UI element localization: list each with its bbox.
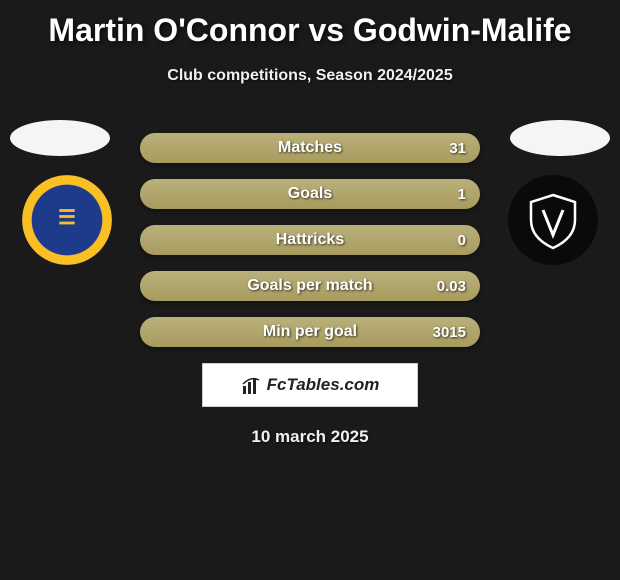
page-title: Martin O'Connor vs Godwin-Malife bbox=[0, 0, 620, 49]
stat-row-goals-per-match: Goals per match 0.03 bbox=[140, 271, 480, 301]
bar-chart-icon bbox=[241, 374, 263, 396]
shield-icon bbox=[523, 190, 583, 250]
stat-label: Matches bbox=[278, 139, 342, 157]
player-avatar-left bbox=[10, 120, 110, 156]
brand-box: FcTables.com bbox=[202, 363, 418, 407]
stat-value: 1 bbox=[458, 186, 466, 203]
crest-left-emblem: ☰ bbox=[37, 205, 97, 230]
club-crest-right bbox=[508, 175, 598, 265]
stat-label: Hattricks bbox=[276, 231, 344, 249]
stat-value: 31 bbox=[449, 140, 466, 157]
stat-label: Goals bbox=[288, 185, 332, 203]
stat-label: Min per goal bbox=[263, 323, 357, 341]
brand-text: FcTables.com bbox=[267, 375, 380, 395]
stat-row-matches: Matches 31 bbox=[140, 133, 480, 163]
stat-label: Goals per match bbox=[247, 277, 372, 295]
player-avatar-right bbox=[510, 120, 610, 156]
stat-value: 0 bbox=[458, 232, 466, 249]
stat-row-hattricks: Hattricks 0 bbox=[140, 225, 480, 255]
stat-value: 0.03 bbox=[437, 278, 466, 295]
stat-row-goals: Goals 1 bbox=[140, 179, 480, 209]
stat-row-min-per-goal: Min per goal 3015 bbox=[140, 317, 480, 347]
club-crest-left: ☰ bbox=[22, 175, 112, 265]
stat-value: 3015 bbox=[433, 324, 466, 341]
date: 10 march 2025 bbox=[0, 427, 620, 447]
subtitle: Club competitions, Season 2024/2025 bbox=[0, 67, 620, 85]
